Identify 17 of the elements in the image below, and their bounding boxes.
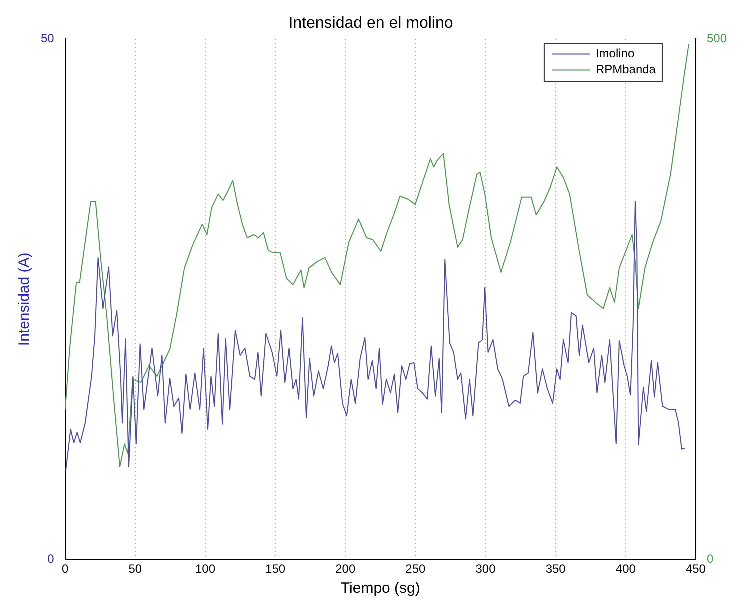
legend-label: Imolino [596,46,635,61]
legend-label: RPMbanda [596,62,656,77]
x-tick-label: 400 [616,562,636,576]
x-tick-label: 200 [336,562,356,576]
x-tick-label: 300 [476,562,496,576]
y2-tick-label: 500 [706,32,728,46]
y-axis-title: Intensidad (A) [16,252,34,346]
x-tick-label: 350 [546,562,566,576]
x-tick-label: 450 [686,562,706,576]
x-tick-label: 250 [406,562,426,576]
x-tick-label: 100 [195,562,216,576]
x-tick-label: 0 [62,562,70,576]
x-tick-label: 150 [266,562,286,576]
chart-title: Intensidad en el molino [288,15,454,32]
y2-tick-label: 0 [706,552,714,566]
x-axis-title: Tiempo (sg) [340,580,420,598]
x-tick-label: 50 [128,562,142,576]
